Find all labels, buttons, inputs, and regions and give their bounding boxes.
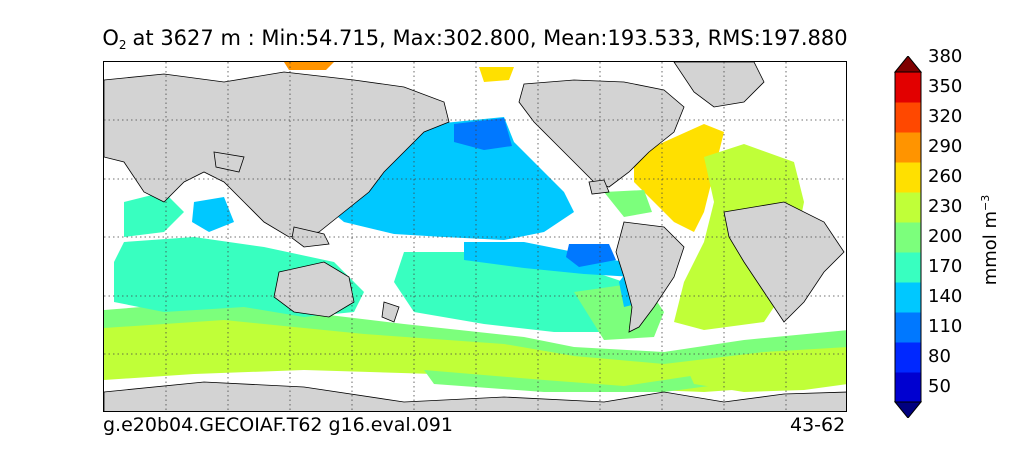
colorbar-extend-bottom — [893, 401, 923, 418]
title-subscript: 2 — [118, 38, 127, 52]
colorbar-segment — [895, 192, 921, 223]
colorbar-units: mmol m−3 — [979, 195, 1001, 286]
colorbar-segment — [895, 312, 921, 343]
colorbar-tick-label: 80 — [928, 346, 951, 367]
colorbar-tick-label: 380 — [928, 46, 963, 67]
north-atlantic-260 — [634, 124, 724, 232]
southern-ocean-200 — [104, 302, 846, 364]
colorbar-segment — [895, 132, 921, 163]
land-eurasia — [104, 71, 450, 238]
land-south-america — [615, 221, 685, 333]
colorbar-segment — [895, 222, 921, 253]
years-label: 43-62 — [790, 414, 846, 436]
title-text: at 3627 m : Min:54.715, Max:302.800, Mea… — [132, 26, 848, 50]
units-exponent: −3 — [979, 194, 992, 211]
colorbar-tick-label: 260 — [928, 166, 963, 187]
colorbar-tick-label: 230 — [928, 196, 963, 217]
antarctic-shelf-200 — [424, 370, 724, 392]
units-base: mmol m — [980, 210, 1001, 286]
colorbar-tick-label: 290 — [928, 136, 963, 157]
ocean-map — [103, 61, 847, 412]
colorbar-extend-top — [893, 56, 923, 73]
colorbar-tick-label: 110 — [928, 316, 963, 337]
title-variable: O — [102, 26, 119, 50]
colorbar-segment — [895, 252, 921, 283]
case-name-label: g.e20b04.GECOIAF.T62 g16.eval.091 — [103, 414, 453, 436]
colorbar-segment — [895, 372, 921, 403]
colorbar-segments — [895, 72, 921, 403]
land-australia — [273, 261, 355, 318]
colorbar-tick-label: 170 — [928, 256, 963, 277]
colorbar-tick-label: 320 — [928, 106, 963, 127]
land-greenland — [673, 62, 765, 108]
colorbar-tick-label: 50 — [928, 376, 951, 397]
land-africa — [723, 201, 845, 323]
graticule — [104, 62, 846, 411]
colorbar — [893, 56, 923, 418]
land-antarctica — [104, 381, 846, 411]
map-title: O2 at 3627 m : Min:54.715, Max:302.800, M… — [0, 26, 950, 52]
land-layer — [104, 62, 846, 411]
colorbar-tick-label: 140 — [928, 286, 963, 307]
colorbar-segment — [895, 282, 921, 313]
southern-ocean-230 — [104, 317, 846, 392]
nw-pacific-110 — [454, 118, 512, 150]
land-north-america — [518, 79, 685, 188]
colorbar-segment — [895, 162, 921, 193]
east-pacific-110 — [566, 244, 616, 267]
colorbar-tick-label: 200 — [928, 226, 963, 247]
colorbar-tick-label: 350 — [928, 76, 963, 97]
colorbar-segment — [895, 72, 921, 103]
colorbar-segment — [895, 342, 921, 373]
colorbar-segment — [895, 102, 921, 133]
